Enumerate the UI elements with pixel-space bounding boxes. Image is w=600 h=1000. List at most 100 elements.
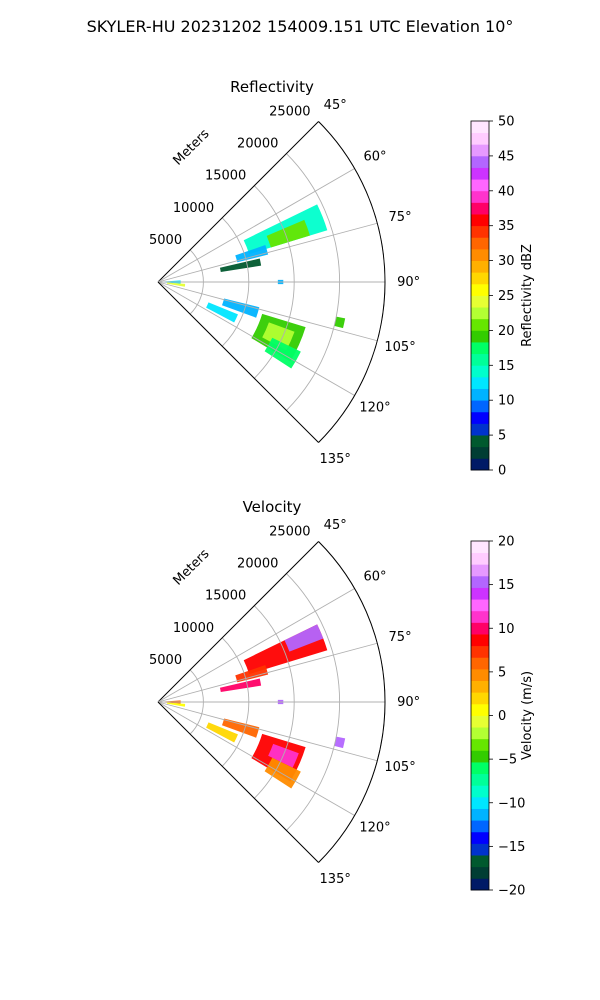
- colorbar-tick-label: 20: [498, 535, 515, 550]
- radial-axis-label: Meters: [171, 546, 213, 588]
- colorbar-segment: [471, 855, 489, 868]
- colorbar-tick-label: −20: [498, 884, 525, 899]
- colorbar-segment: [471, 785, 489, 798]
- colorbar-segment: [471, 773, 489, 786]
- azimuth-tick-label: 90°: [397, 275, 420, 290]
- azimuth-gridline: [157, 222, 378, 283]
- azimuth-gridline: [157, 701, 355, 816]
- colorbar-segment: [471, 353, 489, 366]
- panel-title: Velocity: [243, 498, 302, 516]
- colorbar-segment: [471, 400, 489, 413]
- azimuth-tick-label: 60°: [364, 570, 387, 585]
- azimuth-gridline: [157, 588, 355, 703]
- colorbar-tick-label: 10: [498, 394, 515, 409]
- echo-cell: [235, 245, 269, 263]
- colorbar-tick-label: 40: [498, 184, 515, 199]
- colorbar-segment: [471, 796, 489, 809]
- colorbar-tick-label: 50: [498, 115, 515, 130]
- colorbar-tick-label: 5: [498, 429, 506, 444]
- azimuth-tick-label: 75°: [389, 210, 412, 225]
- colorbar-tick-label: 5: [498, 665, 506, 680]
- sector-edge: [157, 121, 319, 283]
- colorbar-segment: [471, 435, 489, 448]
- colorbar-tick-label: 20: [498, 324, 515, 339]
- azimuth-tick-label: 75°: [389, 630, 412, 645]
- radial-tick-label: 5000: [149, 653, 182, 668]
- sector-outer-arc: [318, 541, 386, 863]
- colorbar-segment: [471, 388, 489, 401]
- echo-cell: [221, 718, 260, 738]
- azimuth-gridline: [157, 281, 378, 342]
- reflectivity-panel: Reflectivity 45° 60° 75° 90° 105° 120° 135° 5000…: [149, 78, 535, 479]
- colorbar-segment: [471, 878, 489, 891]
- colorbar-segment: [471, 225, 489, 238]
- colorbar-segment: [471, 610, 489, 623]
- colorbar-label: Reflectivity dBZ: [520, 244, 535, 347]
- echo-cell: [262, 322, 295, 351]
- colorbar-segment: [471, 411, 489, 424]
- colorbar-tick-label: 30: [498, 254, 515, 269]
- colorbar-segment: [471, 831, 489, 844]
- radial-tick-label: 10000: [173, 201, 214, 216]
- colorbar-segment: [471, 715, 489, 728]
- echo-cell: [219, 678, 262, 693]
- colorbar-tick-label: −5: [498, 753, 517, 768]
- colorbar-segment: [471, 446, 489, 459]
- colorbar-segment: [471, 155, 489, 168]
- colorbar-segment: [471, 657, 489, 670]
- colorbar-segment: [471, 738, 489, 751]
- azimuth-gridline: [157, 168, 355, 283]
- colorbar-segment: [471, 750, 489, 763]
- echo-cell: [266, 219, 310, 248]
- colorbar-segment: [471, 376, 489, 389]
- velocity-panel: Velocity 45° 60° 75° 90° 105° 120° 135° 5000 1000…: [149, 498, 535, 899]
- echo-cell: [206, 722, 238, 743]
- colorbar-segment: [471, 307, 489, 320]
- colorbar-segment: [471, 634, 489, 647]
- colorbar-tick-label: 15: [498, 578, 515, 593]
- colorbar-segment: [471, 260, 489, 273]
- radial-tick-label: 10000: [173, 621, 214, 636]
- colorbar-segment: [471, 575, 489, 588]
- colorbar-segment: [471, 668, 489, 681]
- radial-tick-label: 20000: [237, 557, 278, 572]
- azimuth-tick-label: 105°: [384, 340, 415, 355]
- colorbar-segment: [471, 599, 489, 612]
- azimuth-gridline: [157, 281, 355, 396]
- azimuth-tick-label: 120°: [359, 820, 390, 835]
- colorbar-tick-label: 45: [498, 149, 515, 164]
- colorbar-segment: [471, 283, 489, 296]
- colorbar-segment: [471, 318, 489, 331]
- colorbar-segment: [471, 541, 489, 554]
- colorbar-segment: [471, 552, 489, 565]
- azimuth-gridline: [157, 642, 378, 703]
- colorbar-segment: [471, 330, 489, 343]
- sector-edge: [157, 701, 319, 863]
- colorbar-segment: [471, 866, 489, 879]
- sector-outer-arc: [318, 121, 386, 443]
- radial-tick-label: 15000: [205, 589, 246, 604]
- colorbar-segment: [471, 248, 489, 261]
- azimuth-tick-label: 135°: [320, 872, 351, 887]
- radial-tick-label: 15000: [205, 169, 246, 184]
- echo-cell: [235, 665, 269, 683]
- colorbar-segment: [471, 587, 489, 600]
- colorbar-segment: [471, 622, 489, 635]
- colorbar-tick-label: 10: [498, 622, 515, 637]
- azimuth-tick-label: 135°: [320, 452, 351, 467]
- radial-axis-label: Meters: [171, 126, 213, 168]
- colorbar-tick-label: −10: [498, 796, 525, 811]
- colorbar-segment: [471, 132, 489, 145]
- sector-edge: [157, 541, 319, 703]
- echo-cell: [334, 736, 346, 749]
- colorbar-segment: [471, 272, 489, 285]
- colorbar-segment: [471, 179, 489, 192]
- colorbar-segment: [471, 342, 489, 355]
- panel-title: Reflectivity: [230, 78, 314, 96]
- colorbar-segment: [471, 167, 489, 180]
- radial-tick-label: 20000: [237, 137, 278, 152]
- colorbar-segment: [471, 564, 489, 577]
- azimuth-tick-label: 45°: [324, 98, 347, 113]
- colorbar-segment: [471, 645, 489, 658]
